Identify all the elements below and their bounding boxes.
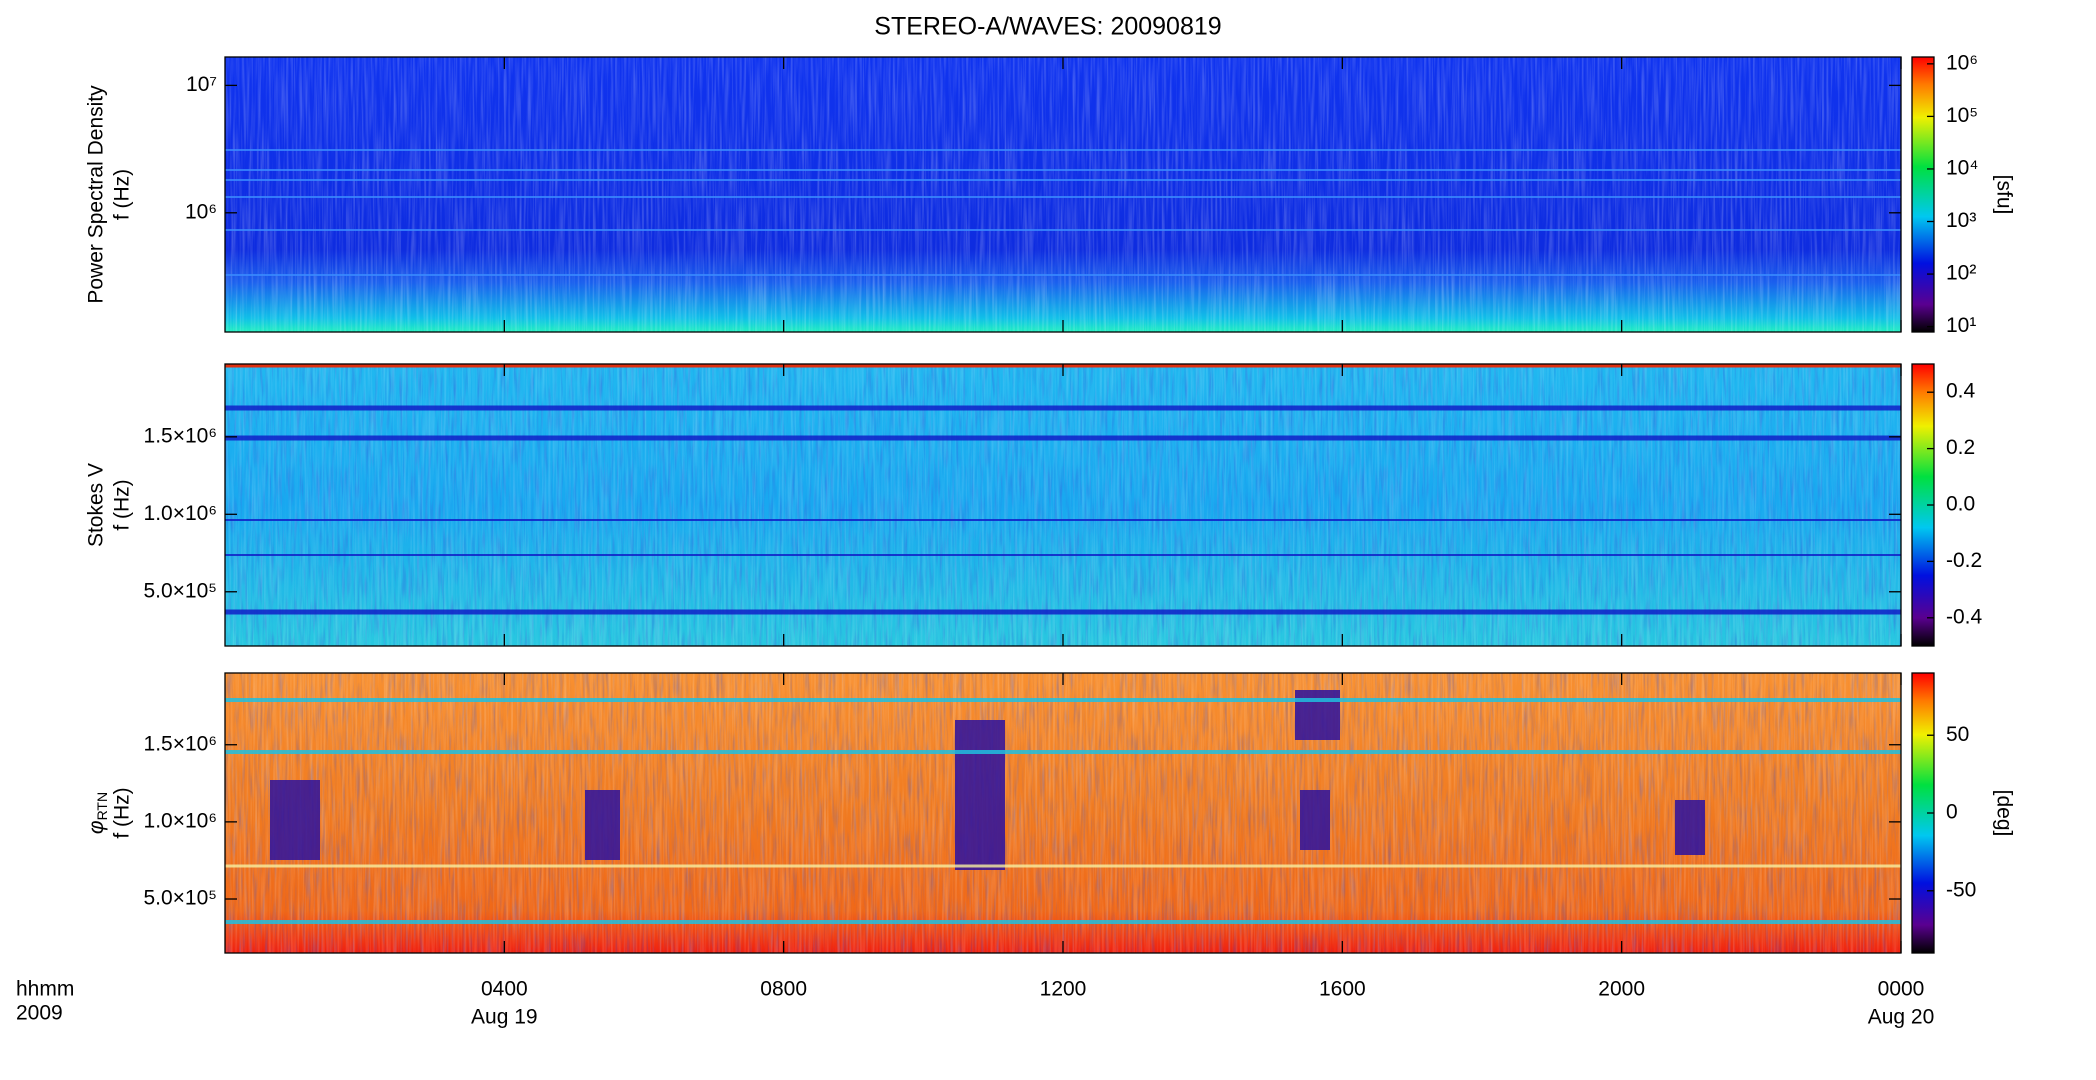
date-label: Aug 19 (471, 1006, 538, 1029)
y-tick-label: 1.0×10⁶ (144, 502, 217, 525)
colorbar (1911, 56, 1935, 333)
colorbar-tick-label: 10⁶ (1946, 51, 1978, 74)
colorbar-tick-label: 0.4 (1946, 380, 1976, 403)
y-axis-symbol: φ (85, 820, 108, 834)
colorbar-tick-label: 10⁵ (1946, 104, 1978, 127)
y-axis-unit: f (Hz) (111, 479, 134, 530)
y-tick-label: 1.5×10⁶ (144, 424, 217, 447)
year-label: 2009 (16, 1002, 63, 1025)
x-tick-label: 0000 (1878, 978, 1925, 1001)
y-axis-label: Stokes V (85, 463, 108, 547)
y-tick-label: 1.5×10⁶ (144, 732, 217, 755)
colorbar-tick-label: 0.2 (1946, 436, 1975, 459)
colorbar-label: [sfu] (1992, 175, 2015, 215)
colorbar-tick-label: -0.4 (1946, 605, 1983, 628)
spectrogram-2 (225, 364, 1901, 646)
x-unit-label: hhmm (16, 978, 74, 1001)
colorbar-tick-label: 0.0 (1946, 493, 1975, 516)
colorbar-tick-label: 10¹ (1946, 314, 1976, 337)
y-axis-unit: f (Hz) (111, 787, 134, 838)
colorbar-label: [deg] (1992, 790, 2015, 837)
date-label: Aug 20 (1868, 1006, 1935, 1029)
y-axis-unit: f (Hz) (111, 169, 134, 220)
colorbar-tick-label: 10² (1946, 262, 1976, 285)
colorbar-tick-label: -0.2 (1946, 549, 1982, 572)
y-axis-label: Power Spectral Density (85, 85, 108, 304)
colorbar-tick-label: 10⁴ (1946, 157, 1978, 180)
x-tick-label: 1200 (1040, 978, 1087, 1001)
spectrogram-3 (225, 673, 1901, 953)
spectrogram-1 (225, 57, 1901, 332)
x-tick-label: 2000 (1598, 978, 1645, 1001)
y-axis-subscript: RTN (94, 792, 110, 821)
y-axis-label: φRTN (85, 792, 110, 834)
y-tick-label: 1.0×10⁶ (144, 809, 217, 832)
y-tick-label: 10⁷ (186, 73, 217, 96)
x-tick-label: 0800 (760, 978, 807, 1001)
colorbar-tick-label: -50 (1946, 878, 1976, 901)
y-tick-label: 5.0×10⁵ (143, 887, 217, 910)
y-tick-label: 10⁶ (185, 200, 217, 223)
colorbar-tick-label: 10³ (1946, 209, 1976, 232)
x-tick-label: 1600 (1319, 978, 1366, 1001)
x-tick-label: 0400 (481, 978, 528, 1001)
y-tick-label: 5.0×10⁵ (143, 579, 217, 602)
colorbar-tick-label: 0 (1946, 801, 1958, 824)
colorbar-tick-label: 50 (1946, 723, 1969, 746)
chart-title: STEREO-A/WAVES: 20090819 (874, 13, 1221, 41)
